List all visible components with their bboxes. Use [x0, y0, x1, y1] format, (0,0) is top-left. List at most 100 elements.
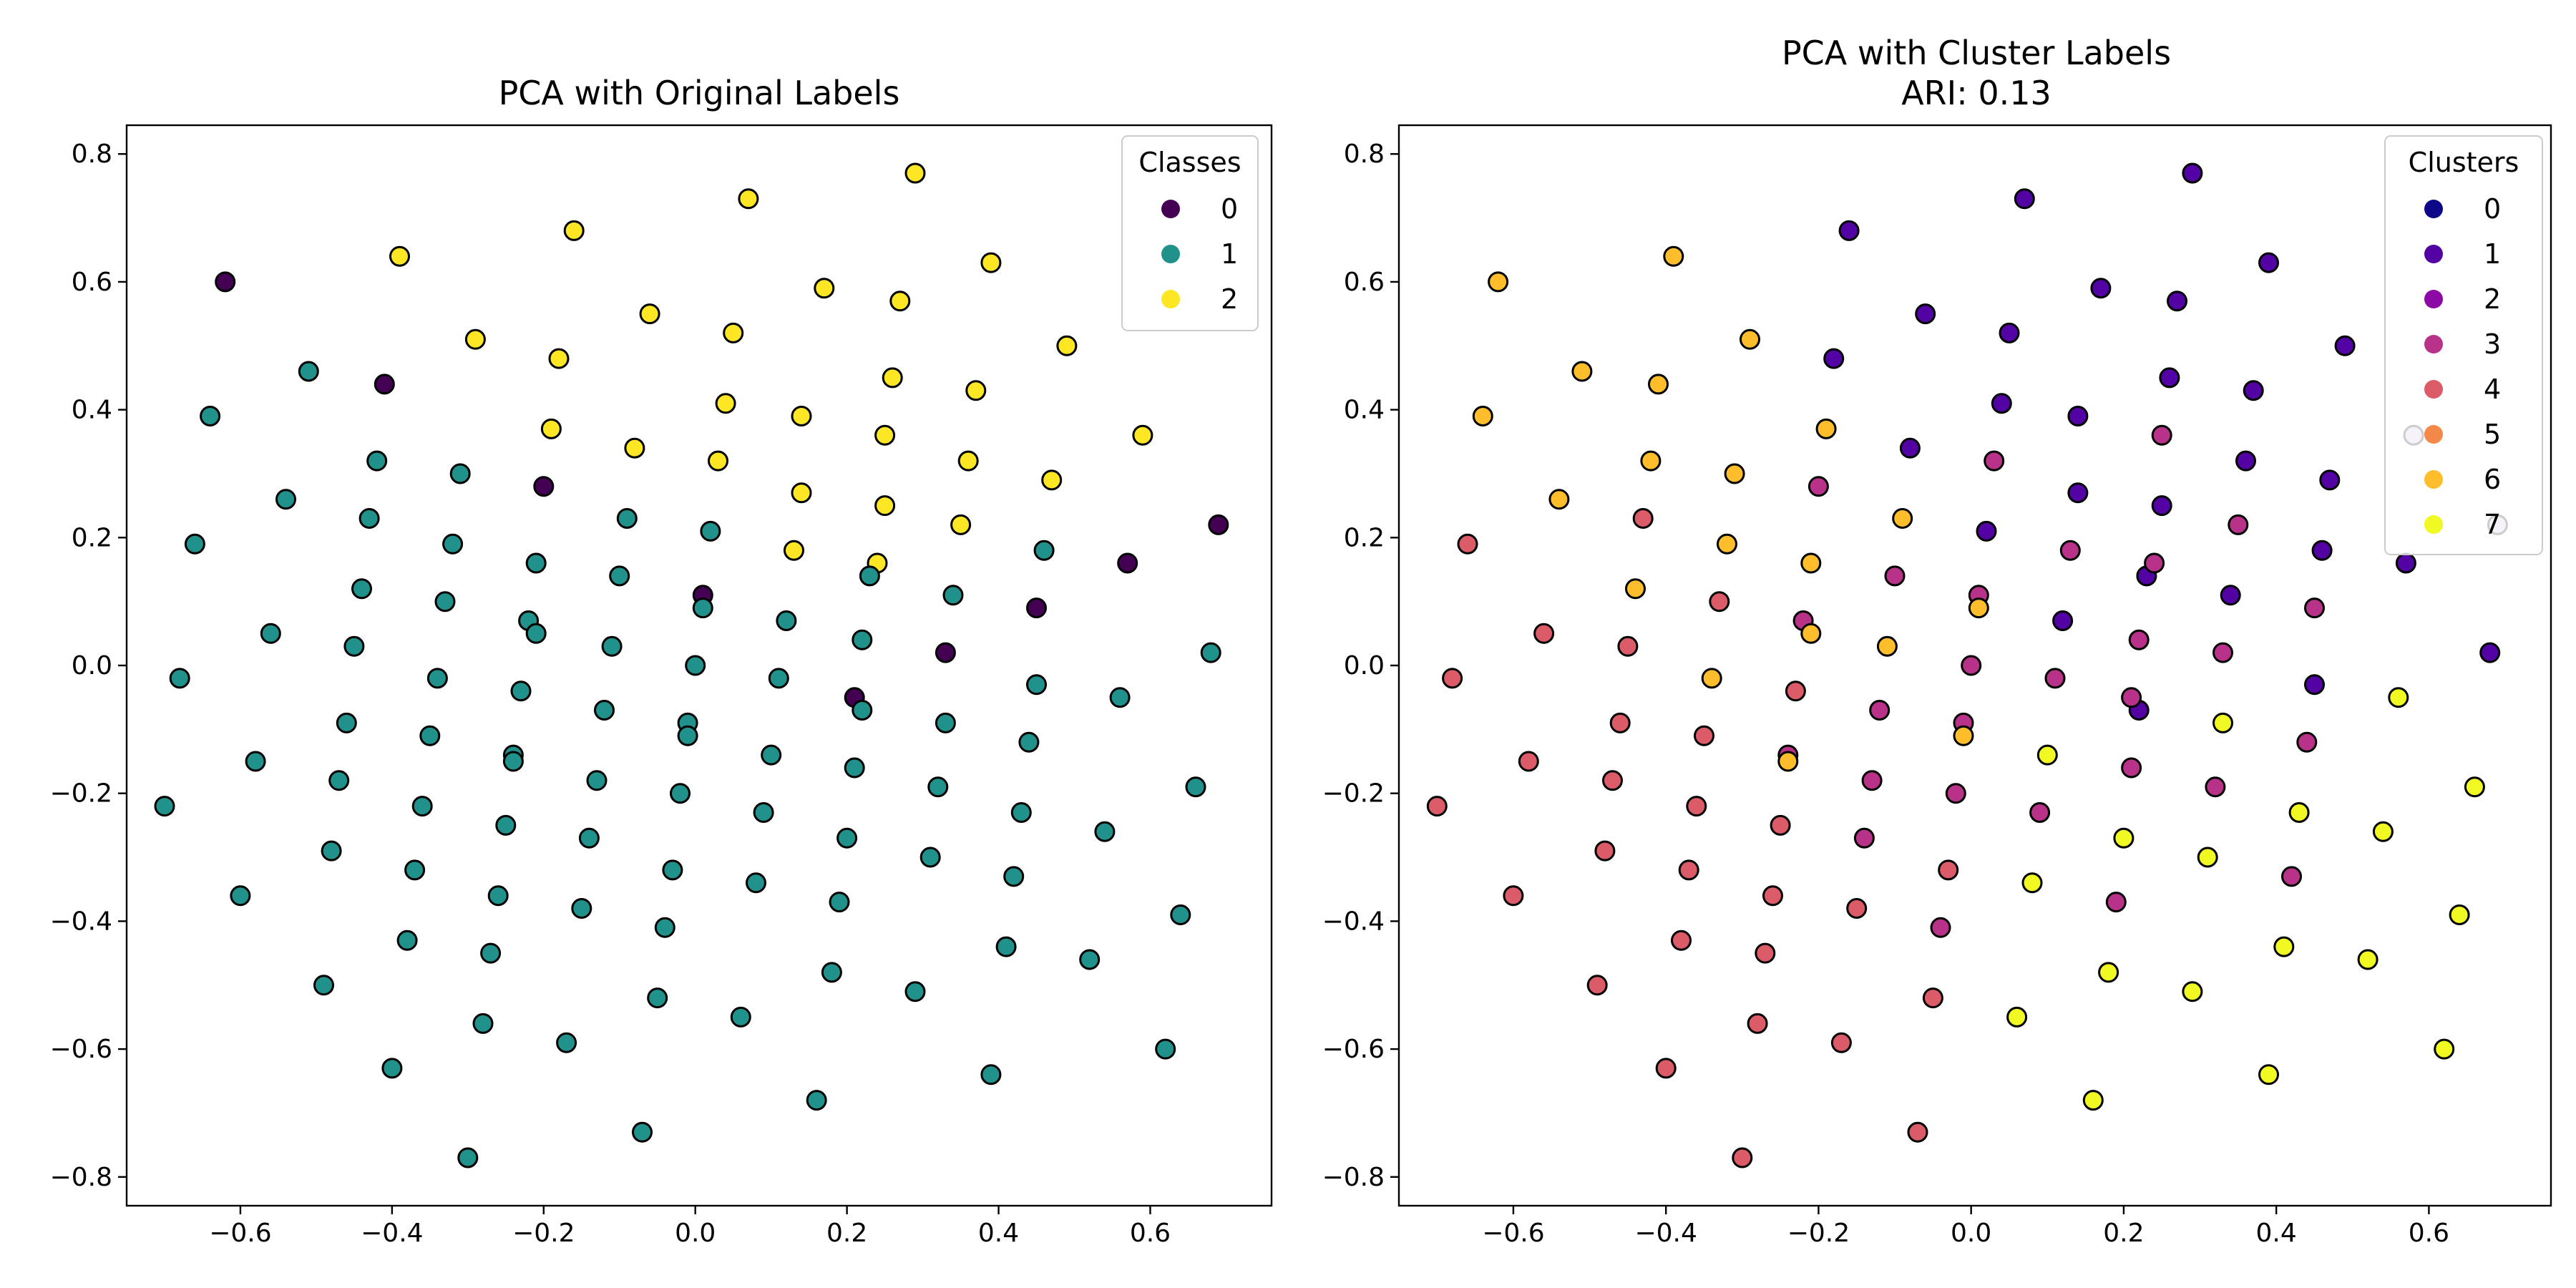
- left-point-28: [791, 482, 812, 504]
- left-legend-marker-2: [1161, 290, 1180, 308]
- left-point-44: [442, 533, 464, 555]
- left-point-37: [200, 406, 221, 426]
- left-point-26: [965, 380, 987, 401]
- right-x-tick-label-3: 0.0: [1951, 1219, 1991, 1248]
- left-y-tick-label-0: −0.8: [50, 1163, 112, 1192]
- left-legend-title: Classes: [1138, 147, 1241, 178]
- left-x-tick-label-1: −0.4: [361, 1219, 423, 1248]
- right-point-107: [2388, 687, 2409, 708]
- right-point-113: [2113, 827, 2135, 849]
- right-point-63: [1785, 680, 1806, 702]
- left-point-74: [594, 700, 615, 721]
- right-x-tick-label-4: 0.2: [2103, 1219, 2144, 1248]
- left-legend-marker-1: [1161, 245, 1180, 263]
- right-point-84: [1655, 1058, 1677, 1079]
- left-point-24: [791, 406, 812, 426]
- right-point-70: [1426, 796, 1448, 817]
- left-point-11: [738, 188, 759, 210]
- left-point-60: [343, 635, 365, 657]
- left-point-22: [624, 437, 645, 459]
- left-y-tick-label-1: −0.6: [50, 1035, 112, 1064]
- right-point-61: [1533, 623, 1555, 644]
- left-point-46: [616, 508, 638, 529]
- left-point-100: [919, 847, 941, 868]
- left-point-0: [215, 271, 236, 293]
- right-x-tick-label-6: 0.6: [2409, 1219, 2449, 1248]
- left-x-tick-label-2: −0.2: [512, 1219, 575, 1248]
- right-point-105: [1953, 725, 1974, 746]
- left-point-7: [1117, 552, 1138, 574]
- right-point-0: [1838, 220, 1860, 241]
- right-x-tick-label-2: −0.2: [1787, 1219, 1850, 1248]
- left-point-32: [1132, 424, 1153, 446]
- left-point-5: [935, 642, 956, 663]
- left-point-34: [874, 495, 896, 517]
- left-point-79: [935, 712, 956, 733]
- right-point-30: [1984, 450, 2005, 472]
- left-point-111: [1170, 904, 1191, 925]
- left-point-119: [556, 1032, 577, 1053]
- right-point-85: [1907, 1121, 1928, 1143]
- left-x-tick-label-4: 0.2: [826, 1219, 867, 1248]
- right-point-50: [2205, 776, 2226, 798]
- left-point-21: [540, 418, 562, 439]
- left-point-17: [814, 278, 835, 299]
- right-point-8: [1999, 322, 2020, 343]
- left-x-tick-label-5: 0.4: [978, 1219, 1019, 1248]
- right-legend: Clusters 0 1 2 3 4 5 6 7: [2384, 135, 2543, 555]
- right-point-35: [2144, 552, 2165, 574]
- left-point-6: [1026, 597, 1047, 619]
- right-point-97: [1892, 508, 1913, 529]
- right-y-tick-label-3: −0.2: [1322, 779, 1385, 809]
- left-y-tick-label-5: 0.2: [72, 523, 112, 552]
- right-legend-marker-7: [2424, 515, 2443, 534]
- right-point-111: [2288, 802, 2310, 823]
- right-x-tick-label-0: −0.6: [1482, 1219, 1544, 1248]
- right-point-118: [2357, 949, 2379, 970]
- right-legend-label-1: 1: [2484, 238, 2501, 270]
- right-point-122: [2434, 1038, 2455, 1060]
- left-point-40: [275, 489, 296, 510]
- right-point-17: [2235, 450, 2256, 472]
- left-y-tick-label-4: 0.0: [72, 651, 112, 680]
- left-point-61: [426, 668, 448, 689]
- right-legend-marker-2: [2424, 290, 2443, 308]
- left-point-72: [419, 725, 441, 746]
- right-point-100: [1625, 578, 1646, 600]
- left-y-tick-label-8: 0.8: [72, 140, 112, 169]
- right-y-tick-label-7: 0.6: [1344, 268, 1385, 297]
- right-point-44: [2121, 687, 2142, 708]
- left-point-15: [639, 303, 660, 325]
- right-point-72: [1594, 840, 1616, 862]
- left-scatter-panel: PCA with Original Labels −0.6 −0.4 −0.2 0.0…: [50, 74, 1273, 1248]
- right-legend-label-2: 2: [2484, 283, 2501, 315]
- right-point-81: [1922, 987, 1943, 1009]
- right-point-115: [2021, 872, 2043, 894]
- right-point-83: [1830, 1032, 1852, 1053]
- right-point-33: [2228, 514, 2249, 535]
- right-point-123: [2258, 1064, 2279, 1085]
- left-legend-label-1: 1: [1221, 238, 1238, 270]
- left-point-90: [927, 776, 949, 798]
- left-point-84: [411, 796, 433, 817]
- right-legend-label-6: 6: [2484, 464, 2501, 495]
- left-point-59: [169, 668, 190, 689]
- left-point-91: [1010, 802, 1032, 823]
- right-axis-ticks: −0.6 −0.4 −0.2 0.0 0.2 0.4 0.6 −0.8 −0.6 −0.4 −0.2…: [1322, 140, 2449, 1248]
- right-point-89: [1740, 328, 1760, 350]
- left-point-83: [328, 770, 350, 791]
- left-point-18: [889, 291, 911, 312]
- left-point-81: [154, 796, 175, 817]
- left-point-57: [942, 585, 964, 606]
- left-point-65: [768, 668, 789, 689]
- right-point-54: [1853, 827, 1875, 849]
- right-point-64: [1442, 668, 1463, 689]
- right-point-74: [1938, 859, 1959, 881]
- right-point-60: [1709, 591, 1730, 613]
- right-point-106: [1777, 751, 1799, 772]
- left-point-51: [434, 591, 456, 613]
- right-point-90: [1571, 361, 1593, 382]
- left-point-20: [1056, 335, 1078, 356]
- left-point-63: [601, 635, 623, 657]
- right-legend-marker-0: [2424, 200, 2443, 218]
